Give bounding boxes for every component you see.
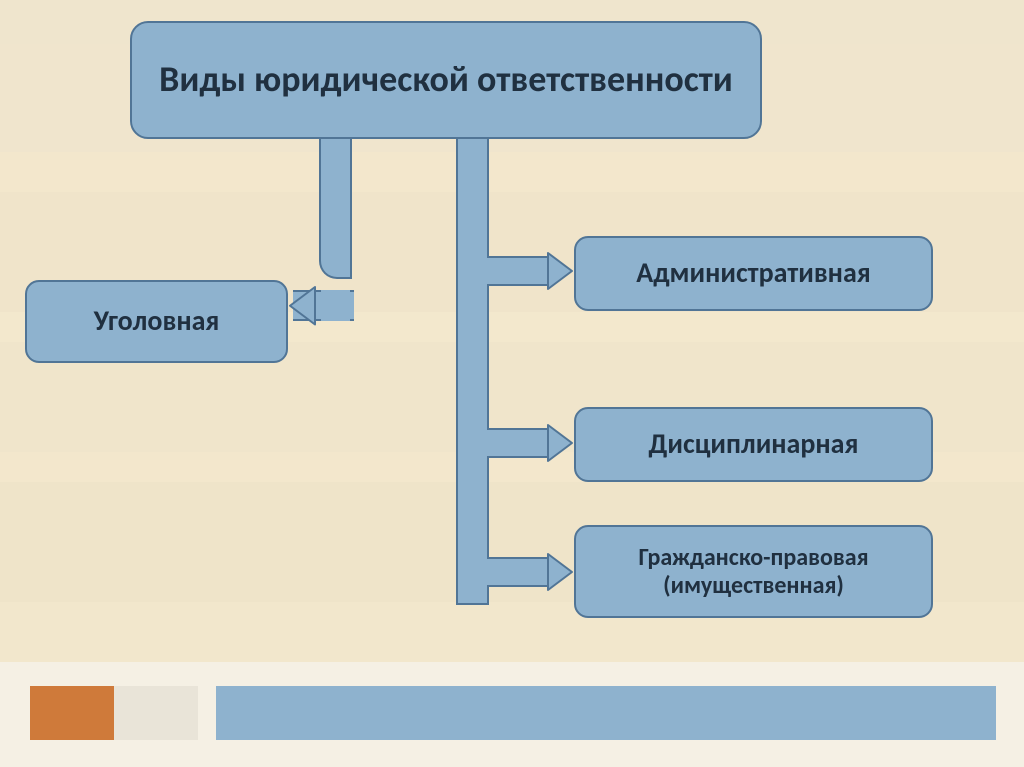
arrow-head-icon <box>546 552 574 592</box>
connector-trunk <box>456 139 489 605</box>
connector-branch <box>489 256 548 286</box>
bg-stripe <box>0 152 1024 192</box>
node-criminal: Уголовная <box>25 280 288 363</box>
connector-join <box>321 290 350 321</box>
arrow-head-icon <box>546 423 574 463</box>
footer-block <box>216 686 996 740</box>
arrow-head-icon <box>546 251 574 291</box>
arrow-head-icon <box>288 285 317 327</box>
connector-branch <box>489 557 548 587</box>
node-disciplinary: Дисциплинарная <box>574 407 933 482</box>
node-civil: Гражданско-правовая (имущественная) <box>574 525 933 618</box>
footer-block <box>114 686 198 740</box>
connector-branch <box>489 428 548 458</box>
connector-left-vert <box>319 139 352 279</box>
footer-block <box>30 686 114 740</box>
connector-join <box>487 430 491 456</box>
diagram-canvas: Виды юридической ответственности Уголовна… <box>0 0 1024 767</box>
title-node: Виды юридической ответственности <box>130 21 762 139</box>
connector-join <box>487 559 491 585</box>
node-administrative: Административная <box>574 236 933 311</box>
connector-join <box>487 258 491 284</box>
